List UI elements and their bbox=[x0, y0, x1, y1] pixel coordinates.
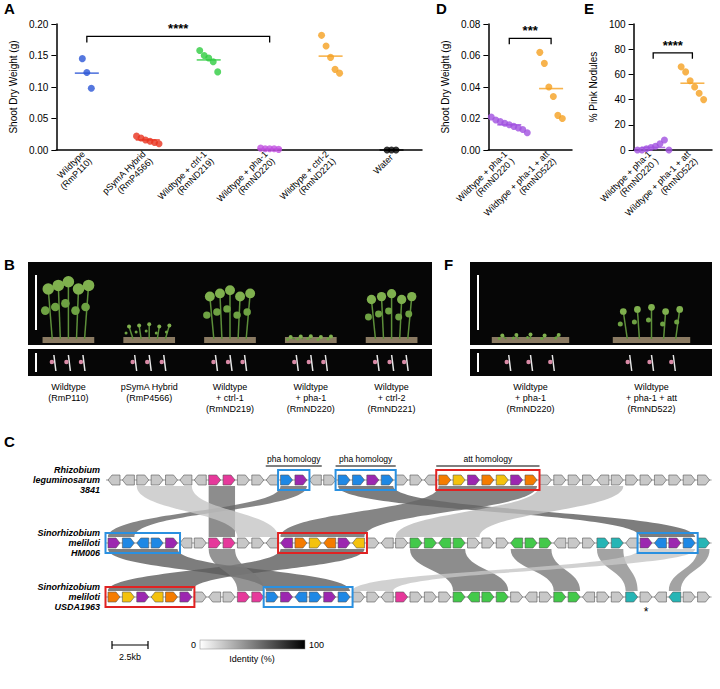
svg-text:Shoot Dry Weight (g): Shoot Dry Weight (g) bbox=[8, 40, 19, 133]
svg-text:(RmND220 ): (RmND220 ) bbox=[617, 156, 661, 199]
svg-text:(RmND220): (RmND220) bbox=[506, 404, 554, 414]
svg-text:(RmND522): (RmND522) bbox=[627, 404, 675, 414]
svg-text:2.5kb: 2.5kb bbox=[119, 652, 141, 662]
svg-text:Wildtype + ctrl-2: Wildtype + ctrl-2 bbox=[277, 148, 331, 202]
svg-text:Water: Water bbox=[371, 152, 395, 176]
svg-text:3841: 3841 bbox=[80, 485, 100, 495]
svg-text:(RmND220 ): (RmND220 ) bbox=[473, 156, 517, 199]
svg-text:pSymA Hybrid: pSymA Hybrid bbox=[121, 382, 178, 392]
svg-text:(RmND219): (RmND219) bbox=[206, 404, 254, 414]
svg-text:0.15: 0.15 bbox=[29, 50, 49, 61]
svg-text:Identity (%): Identity (%) bbox=[229, 654, 275, 664]
svg-text:+ pha-1: + pha-1 bbox=[295, 393, 326, 403]
svg-text:+ ctrl-1: + ctrl-1 bbox=[216, 393, 244, 403]
svg-text:***: *** bbox=[523, 23, 539, 38]
svg-text:****: **** bbox=[168, 21, 189, 36]
svg-text:HM006: HM006 bbox=[71, 548, 101, 558]
svg-text:+ pha-1: + pha-1 bbox=[515, 393, 546, 403]
svg-text:Shoot Dry Weight (g): Shoot Dry Weight (g) bbox=[440, 40, 451, 133]
svg-text:F: F bbox=[444, 256, 453, 273]
svg-text:40: 40 bbox=[614, 94, 626, 105]
svg-text:20: 20 bbox=[614, 119, 626, 130]
svg-text:0.06: 0.06 bbox=[461, 50, 481, 61]
svg-text:meliloti: meliloti bbox=[68, 592, 100, 602]
svg-text:C: C bbox=[4, 433, 15, 450]
svg-text:Sinorhizobium: Sinorhizobium bbox=[38, 582, 101, 592]
svg-text:D: D bbox=[436, 0, 447, 17]
svg-text:(RmND522): (RmND522) bbox=[658, 156, 699, 197]
svg-text:0.04: 0.04 bbox=[461, 82, 481, 93]
svg-text:(RmND219): (RmND219) bbox=[175, 156, 216, 197]
svg-text:USDA1963: USDA1963 bbox=[54, 602, 100, 612]
svg-text:+ ctrl-2: + ctrl-2 bbox=[378, 393, 406, 403]
svg-text:(RmP4566): (RmP4566) bbox=[126, 393, 172, 403]
svg-text:(RmND522): (RmND522) bbox=[517, 156, 558, 197]
svg-text:att homology: att homology bbox=[464, 454, 513, 464]
svg-text:leguminosarum: leguminosarum bbox=[33, 475, 100, 485]
svg-text:0.00: 0.00 bbox=[461, 145, 481, 156]
svg-text:(RmND220): (RmND220) bbox=[287, 404, 335, 414]
svg-text:pSymA Hybrid: pSymA Hybrid bbox=[100, 148, 148, 197]
svg-text:pha homology: pha homology bbox=[339, 454, 393, 464]
svg-text:Wildtype + pha-1: Wildtype + pha-1 bbox=[214, 148, 270, 204]
svg-text:(RmP110): (RmP110) bbox=[48, 393, 88, 403]
svg-text:0.02: 0.02 bbox=[461, 113, 481, 124]
svg-text:+ pha-1 + att: + pha-1 + att bbox=[626, 393, 678, 403]
svg-text:pha homology: pha homology bbox=[267, 454, 321, 464]
svg-text:0: 0 bbox=[620, 145, 626, 156]
svg-text:0.00: 0.00 bbox=[29, 145, 49, 156]
svg-text:A: A bbox=[4, 0, 15, 17]
svg-text:(RmP110): (RmP110) bbox=[58, 156, 94, 192]
svg-text:Wildtype: Wildtype bbox=[513, 382, 548, 392]
svg-text:Wildtype: Wildtype bbox=[213, 382, 248, 392]
svg-text:60: 60 bbox=[614, 69, 626, 80]
svg-text:0.20: 0.20 bbox=[29, 19, 49, 30]
svg-text:(RmND221): (RmND221) bbox=[297, 156, 338, 197]
svg-text:(RmP4566): (RmP4566) bbox=[115, 156, 155, 196]
svg-text:Wildtype + pha-1 + att: Wildtype + pha-1 + att bbox=[623, 149, 693, 219]
svg-text:Wildtype: Wildtype bbox=[634, 382, 669, 392]
svg-text:B: B bbox=[4, 256, 15, 273]
svg-text:meliloti: meliloti bbox=[68, 538, 100, 548]
svg-text:Wildtype + ctrl-1: Wildtype + ctrl-1 bbox=[155, 148, 209, 202]
svg-text:0.05: 0.05 bbox=[29, 113, 49, 124]
svg-text:0.08: 0.08 bbox=[461, 19, 481, 30]
svg-text:Sinorhizobium: Sinorhizobium bbox=[38, 528, 101, 538]
svg-text:*: * bbox=[644, 605, 649, 619]
svg-text:Wildtype: Wildtype bbox=[374, 382, 409, 392]
svg-text:Wildtype: Wildtype bbox=[51, 382, 86, 392]
svg-text:80: 80 bbox=[614, 44, 626, 55]
svg-text:Wildtype + pha-1 + att: Wildtype + pha-1 + att bbox=[482, 149, 552, 219]
svg-text:****: **** bbox=[663, 38, 684, 53]
svg-text:% Pink Nodules: % Pink Nodules bbox=[588, 52, 599, 123]
svg-text:Rhizobium: Rhizobium bbox=[54, 465, 100, 475]
svg-text:E: E bbox=[584, 0, 594, 17]
svg-text:0.10: 0.10 bbox=[29, 82, 49, 93]
svg-text:0: 0 bbox=[191, 640, 196, 650]
svg-text:(RmND220): (RmND220) bbox=[236, 156, 277, 197]
svg-text:(RmND221): (RmND221) bbox=[368, 404, 416, 414]
svg-text:100: 100 bbox=[609, 19, 626, 30]
svg-text:Wildtype: Wildtype bbox=[294, 382, 329, 392]
svg-text:100: 100 bbox=[309, 640, 324, 650]
svg-text:Wildtype: Wildtype bbox=[55, 148, 87, 181]
